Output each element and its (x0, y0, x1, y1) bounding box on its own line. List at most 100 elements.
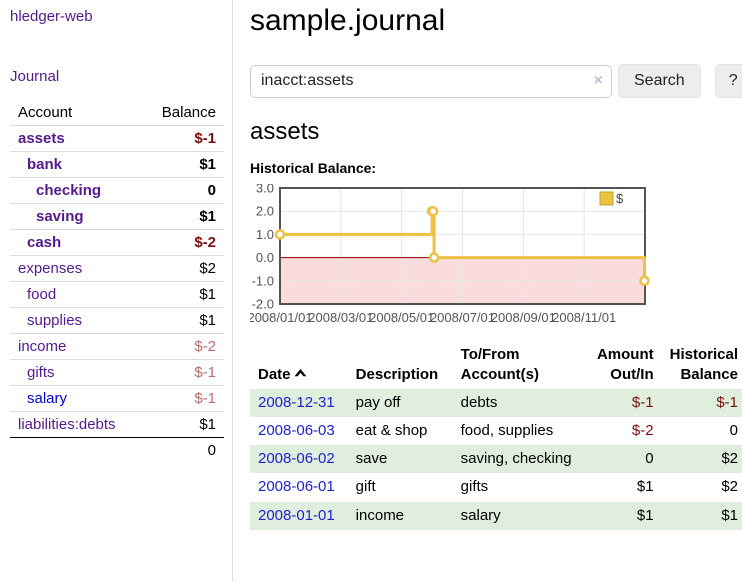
search-button[interactable]: Search (618, 64, 701, 98)
account-link-cash[interactable]: cash (27, 234, 62, 251)
account-balance: $-2 (142, 333, 224, 360)
register-row: 2008-06-01 gift gifts $1 $2 (250, 473, 742, 501)
register-header-amount: Amount Out/In (596, 346, 654, 384)
transaction-balance: 0 (729, 421, 738, 439)
y-axis-tick-label: 1.0 (256, 227, 274, 242)
register-header-balance: Historical Balance (669, 346, 738, 384)
transaction-date-link[interactable]: 2008-12-31 (258, 393, 335, 411)
sidebar-item-journal[interactable]: Journal (10, 68, 60, 85)
account-link-food[interactable]: food (27, 286, 57, 303)
transaction-accounts: gifts (460, 478, 489, 496)
x-axis-tick-label: 2008/05/01 (369, 310, 434, 325)
account-heading: assets (250, 118, 320, 145)
transaction-description: save (355, 450, 388, 467)
account-row: cash $-2 (10, 229, 224, 256)
historical-balance-chart: 3.0 2.0 1.0 0.0 -1.0 -2.0 2008/01/01 2008/03/01… (247, 181, 650, 326)
transaction-balance: $1 (721, 506, 738, 524)
account-link-salary[interactable]: salary (27, 390, 68, 407)
accounts-header-account: Account (10, 100, 143, 126)
transaction-amount: $-1 (631, 393, 654, 411)
x-axis-tick-label: 2008/03/01 (308, 310, 373, 325)
transaction-amount: $-2 (631, 421, 654, 439)
transaction-accounts: salary (460, 506, 501, 524)
account-balance: $-1 (142, 125, 224, 152)
account-row: supplies $1 (10, 307, 224, 334)
help-button[interactable]: ? (714, 64, 742, 98)
register-row: 2008-01-01 income salary $1 $1 (250, 501, 742, 530)
transaction-description: income (355, 506, 405, 524)
x-axis-tick-label: 2008/11/01 (552, 310, 616, 325)
transaction-description: eat & shop (355, 421, 428, 439)
y-axis-tick-label: -2.0 (252, 297, 274, 312)
x-axis-tick-label: 2008/01/01 (250, 310, 313, 325)
account-row: liabilities:debts $1 (10, 411, 224, 438)
account-link-supplies[interactable]: supplies (27, 312, 83, 329)
transaction-accounts: food, supplies (460, 421, 554, 439)
legend-label: $ (616, 191, 624, 206)
transaction-accounts: saving, checking (460, 450, 572, 467)
transaction-date-link[interactable]: 2008-06-02 (258, 450, 335, 467)
account-row: assets $-1 (10, 125, 224, 152)
account-link-gifts[interactable]: gifts (27, 364, 55, 381)
account-balance: $1 (142, 281, 224, 308)
brand-link[interactable]: hledger-web (10, 8, 93, 25)
account-balance: $1 (142, 411, 224, 438)
transaction-description: pay off (355, 393, 401, 411)
x-axis-tick-label: 2008/09/01 (491, 310, 556, 325)
transaction-description: gift (355, 478, 376, 496)
page-title: sample.journal (250, 4, 446, 37)
register-header-description: Description (355, 366, 439, 384)
account-balance: $-2 (142, 229, 224, 256)
account-balance: $1 (142, 203, 224, 230)
register-header-date[interactable]: Date (250, 342, 348, 389)
account-row: food $1 (10, 281, 224, 308)
account-link-liabilities-debts[interactable]: liabilities:debts (18, 416, 116, 433)
accounts-total-row: 0 (10, 438, 224, 464)
sort-ascending-icon (294, 365, 307, 385)
account-balance: $1 (142, 307, 224, 334)
transaction-balance: $2 (721, 450, 738, 467)
search-input[interactable] (250, 64, 612, 98)
account-row: saving $1 (10, 203, 224, 230)
clear-search-icon[interactable]: × (593, 71, 603, 89)
account-balance: $1 (142, 151, 224, 178)
main-content: sample.journal × Search ? assets Histori… (233, 0, 742, 582)
register-row: 2008-06-03 eat & shop food, supplies $-2 0 (250, 417, 742, 445)
transaction-accounts: debts (460, 393, 498, 411)
transaction-date-link[interactable]: 2008-01-01 (258, 506, 335, 524)
transaction-date-link[interactable]: 2008-06-01 (258, 478, 335, 496)
transaction-date-link[interactable]: 2008-06-03 (258, 421, 335, 439)
account-link-checking[interactable]: checking (36, 182, 102, 199)
search-form: × Search ? (250, 64, 742, 98)
chart-title: Historical Balance: (250, 160, 377, 176)
transaction-amount: $1 (636, 478, 654, 496)
account-row: expenses $2 (10, 255, 224, 282)
transaction-balance: $2 (721, 478, 738, 496)
y-axis-tick-label: 3.0 (256, 184, 274, 196)
account-balance: $-1 (142, 385, 224, 412)
register-row: 2008-12-31 pay off debts $-1 $-1 (250, 388, 742, 417)
register-header-accounts: To/From Account(s) (460, 346, 539, 384)
register-row: 2008-06-02 save saving, checking 0 $2 (250, 445, 742, 474)
account-link-saving[interactable]: saving (36, 208, 84, 225)
y-axis-tick-label: 0.0 (256, 250, 274, 265)
account-row: bank $1 (10, 151, 224, 178)
account-row: income $-2 (10, 333, 224, 360)
transaction-balance: $-1 (716, 393, 738, 411)
accounts-header-balance: Balance (142, 100, 224, 126)
y-axis-tick-label: -1.0 (252, 273, 274, 288)
account-link-assets[interactable]: assets (18, 130, 65, 147)
account-row: checking 0 (10, 177, 224, 204)
account-link-income[interactable]: income (18, 338, 67, 355)
chart-canvas: 3.0 2.0 1.0 0.0 -1.0 -2.02008/01/012008/03/01… (247, 181, 650, 325)
account-balance: $2 (142, 255, 224, 282)
accounts-total-value: 0 (207, 442, 216, 459)
transaction-amount: $1 (636, 506, 654, 524)
account-row: gifts $-1 (10, 359, 224, 386)
account-link-bank[interactable]: bank (27, 156, 63, 173)
transaction-amount: 0 (645, 450, 654, 467)
account-row: salary $-1 (10, 385, 224, 412)
account-link-expenses[interactable]: expenses (18, 260, 83, 277)
accounts-table: Account Balance assets $-1 bank $1 checking 0… (10, 100, 224, 463)
y-axis-tick-label: 2.0 (256, 204, 274, 219)
